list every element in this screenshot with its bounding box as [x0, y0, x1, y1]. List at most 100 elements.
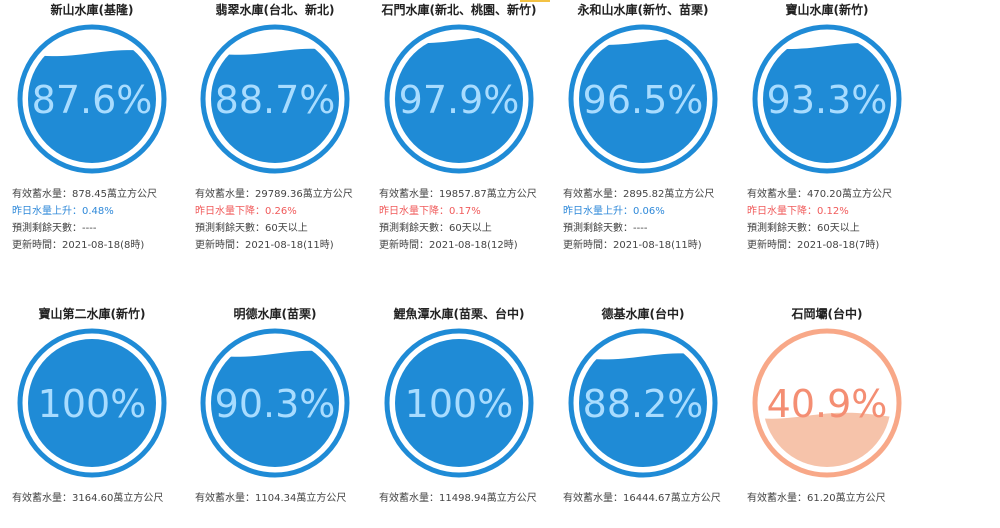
gauge-svg: 87.6%: [17, 24, 167, 174]
gauge-svg: 100%: [17, 328, 167, 478]
gauge-ring: [200, 24, 350, 174]
water-fill: [211, 48, 339, 163]
reservoir-name: 明德水庫(苗栗): [233, 307, 317, 321]
daily-change: 昨日水量下降：0.26%: [195, 206, 297, 217]
water-percentage: 87.6%: [32, 78, 153, 122]
gauge-svg: 96.5%: [568, 24, 718, 174]
reservoir-name: 德基水庫(台中): [601, 307, 685, 321]
reservoir-info: 有效蓄水量：470.20萬立方公尺 昨日水量下降：0.12% 預測剩餘天數：60天以…: [747, 186, 919, 254]
water-percentage: 88.2%: [583, 382, 704, 426]
reservoir-info: 有效蓄水量：2895.82萬立方公尺 昨日水量上升：0.06% 預測剩餘天數：---…: [563, 186, 735, 254]
effective-storage: 有效蓄水量：29789.36萬立方公尺: [195, 189, 353, 200]
water-fill: [211, 350, 339, 467]
effective-storage: 有效蓄水量：2895.82萬立方公尺: [563, 189, 715, 200]
water-fill: [395, 37, 523, 163]
water-fill: [763, 42, 891, 163]
reservoir-name: 寶山水庫(新竹): [785, 3, 869, 17]
reservoir-name: 石岡壩(台中): [791, 307, 863, 321]
water-fill: [28, 50, 156, 163]
effective-storage: 有效蓄水量：3164.60萬立方公尺: [12, 493, 164, 504]
forecast-days: 預測剩餘天數：60天以上: [195, 223, 308, 234]
gauge-svg: 97.9%: [384, 24, 534, 174]
reservoir-name: 翡翠水庫(台北、新北): [215, 3, 335, 17]
reservoir-info: 有效蓄水量：11498.94萬立方公尺: [379, 490, 551, 507]
water-level-gauge: 100%: [384, 328, 534, 478]
forecast-days: 預測剩餘天數：60天以上: [379, 223, 492, 234]
reservoir-card[interactable]: 明德水庫(苗栗) 90.3% 有效蓄水量：1104.34萬立方公尺: [183, 306, 367, 528]
gauge-svg: 88.7%: [200, 24, 350, 174]
water-percentage: 88.7%: [215, 78, 336, 122]
gauge-svg: 90.3%: [200, 328, 350, 478]
effective-storage: 有效蓄水量：878.45萬立方公尺: [12, 189, 157, 200]
reservoir-card[interactable]: 鯉魚潭水庫(苗栗、台中) 100% 有效蓄水量：11498.94萬立方公尺: [367, 306, 551, 528]
water-fill: [28, 339, 156, 467]
daily-change: 昨日水量下降：0.12%: [747, 206, 849, 217]
reservoir-info: 有效蓄水量：878.45萬立方公尺 昨日水量上升：0.48% 預測剩餘天數：----…: [12, 186, 184, 254]
forecast-days: 預測剩餘天數：----: [12, 223, 97, 234]
gauge-ring: [752, 328, 902, 478]
gauge-svg: 88.2%: [568, 328, 718, 478]
water-level-gauge: 100%: [17, 328, 167, 478]
reservoir-card[interactable]: 石門水庫(新北、桃園、新竹) 97.9% 有效蓄水量：19857.87萬立方公尺 昨日…: [367, 2, 551, 292]
water-fill: [395, 339, 523, 467]
reservoir-card[interactable]: 新山水庫(基隆) 87.6% 有效蓄水量：878.45萬立方公尺 昨日水量上升：0.4…: [0, 2, 184, 292]
gauge-svg: 100%: [384, 328, 534, 478]
gauge-ring: [17, 328, 167, 478]
reservoir-name: 永和山水庫(新竹、苗栗): [577, 3, 709, 17]
effective-storage: 有效蓄水量：11498.94萬立方公尺: [379, 493, 537, 504]
water-percentage: 40.9%: [767, 382, 888, 426]
reservoir-name: 鯉魚潭水庫(苗栗、台中): [393, 307, 525, 321]
update-time: 更新時間：2021-08-18(12時): [379, 240, 518, 251]
gauge-ring: [200, 328, 350, 478]
forecast-days: 預測剩餘天數：60天以上: [747, 223, 860, 234]
update-time: 更新時間：2021-08-18(11時): [563, 240, 702, 251]
water-percentage: 96.5%: [583, 78, 704, 122]
effective-storage: 有效蓄水量：1104.34萬立方公尺: [195, 493, 347, 504]
update-time: 更新時間：2021-08-18(8時): [12, 240, 145, 251]
reservoir-card[interactable]: 翡翠水庫(台北、新北) 88.7% 有效蓄水量：29789.36萬立方公尺 昨日水量下…: [183, 2, 367, 292]
water-level-gauge: 90.3%: [200, 328, 350, 478]
gauge-ring: [752, 24, 902, 174]
reservoir-name: 寶山第二水庫(新竹): [38, 307, 146, 321]
effective-storage: 有效蓄水量：470.20萬立方公尺: [747, 189, 892, 200]
water-percentage: 100%: [38, 382, 147, 426]
gauge-svg: 93.3%: [752, 24, 902, 174]
reservoir-card[interactable]: 德基水庫(台中) 88.2% 有效蓄水量：16444.67萬立方公尺: [551, 306, 735, 528]
water-level-gauge: 88.7%: [200, 24, 350, 174]
reservoir-name: 石門水庫(新北、桃園、新竹): [381, 3, 537, 17]
reservoir-card[interactable]: 石岡壩(台中) 40.9% 有效蓄水量：61.20萬立方公尺: [735, 306, 919, 528]
reservoir-info: 有效蓄水量：19857.87萬立方公尺 昨日水量下降：0.17% 預測剩餘天數：60…: [379, 186, 551, 254]
daily-change: 昨日水量下降：0.17%: [379, 206, 481, 217]
water-percentage: 97.9%: [399, 78, 520, 122]
reservoir-info: 有效蓄水量：16444.67萬立方公尺: [563, 490, 735, 507]
effective-storage: 有效蓄水量：16444.67萬立方公尺: [563, 493, 721, 504]
water-level-gauge: 97.9%: [384, 24, 534, 174]
reservoir-info: 有效蓄水量：1104.34萬立方公尺: [195, 490, 367, 507]
water-level-gauge: 88.2%: [568, 328, 718, 478]
water-level-gauge: 96.5%: [568, 24, 718, 174]
gauge-ring: [568, 24, 718, 174]
forecast-days: 預測剩餘天數：----: [563, 223, 648, 234]
reservoir-info: 有效蓄水量：61.20萬立方公尺: [747, 490, 919, 507]
reservoir-card[interactable]: 寶山水庫(新竹) 93.3% 有效蓄水量：470.20萬立方公尺 昨日水量下降：0.1…: [735, 2, 919, 292]
water-level-gauge: 93.3%: [752, 24, 902, 174]
water-fill: [579, 353, 707, 467]
water-fill: [579, 38, 707, 163]
update-time: 更新時間：2021-08-18(11時): [195, 240, 334, 251]
daily-change: 昨日水量上升：0.06%: [563, 206, 665, 217]
water-percentage: 90.3%: [215, 382, 336, 426]
gauge-ring: [384, 24, 534, 174]
reservoir-info: 有效蓄水量：29789.36萬立方公尺 昨日水量下降：0.26% 預測剩餘天數：60…: [195, 186, 367, 254]
water-percentage: 100%: [405, 382, 514, 426]
effective-storage: 有效蓄水量：19857.87萬立方公尺: [379, 189, 537, 200]
water-level-gauge: 87.6%: [17, 24, 167, 174]
reservoir-card[interactable]: 永和山水庫(新竹、苗栗) 96.5% 有效蓄水量：2895.82萬立方公尺 昨日水量上…: [551, 2, 735, 292]
water-level-gauge: 40.9%: [752, 328, 902, 478]
reservoir-card[interactable]: 寶山第二水庫(新竹) 100% 有效蓄水量：3164.60萬立方公尺: [0, 306, 184, 528]
water-percentage: 93.3%: [767, 78, 888, 122]
reservoir-name: 新山水庫(基隆): [50, 3, 134, 17]
top-accent-bar: [520, 0, 550, 2]
gauge-ring: [384, 328, 534, 478]
gauge-ring: [568, 328, 718, 478]
